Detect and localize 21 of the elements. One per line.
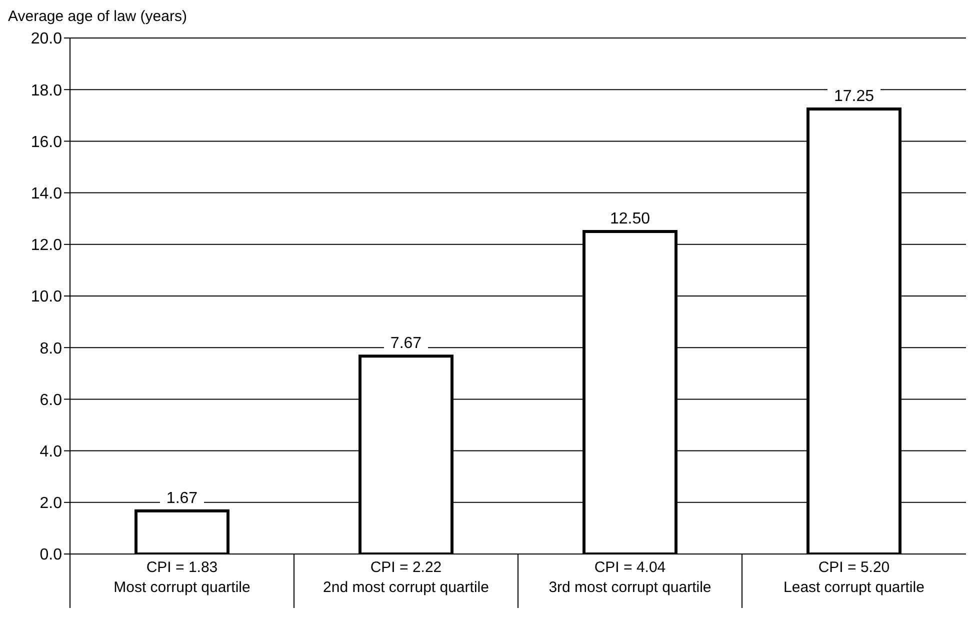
y-tick-label: 14.0 xyxy=(30,185,62,202)
y-tick-label: 6.0 xyxy=(40,392,62,409)
data-label: 17.25 xyxy=(834,88,874,105)
y-tick-label: 16.0 xyxy=(30,134,62,151)
x-tick-label: CPI = 2.22 2nd most corrupt quartile xyxy=(323,559,489,596)
data-label: 12.50 xyxy=(610,210,650,228)
y-tick-label: 8.0 xyxy=(40,340,62,358)
y-tick-label: 0.0 xyxy=(40,546,62,564)
bar xyxy=(134,509,230,554)
data-label: 1.67 xyxy=(166,490,198,507)
y-tick-label: 12.0 xyxy=(30,237,62,254)
y-tick-label: 20.0 xyxy=(30,30,62,48)
x-tick-label: CPI = 5.20 Least corrupt quartile xyxy=(784,559,924,596)
x-tick-label: CPI = 1.83 Most corrupt quartile xyxy=(114,559,250,596)
y-tick-label: 10.0 xyxy=(30,288,62,306)
y-tick-label: 18.0 xyxy=(30,82,62,100)
y-axis-title: Average age of law (years) xyxy=(8,8,187,25)
x-tick-label: CPI = 4.04 3rd most corrupt quartile xyxy=(548,559,712,596)
y-tick-label: 4.0 xyxy=(40,443,62,460)
y-tick-label: 2.0 xyxy=(40,495,62,512)
data-label: 7.67 xyxy=(390,335,422,352)
